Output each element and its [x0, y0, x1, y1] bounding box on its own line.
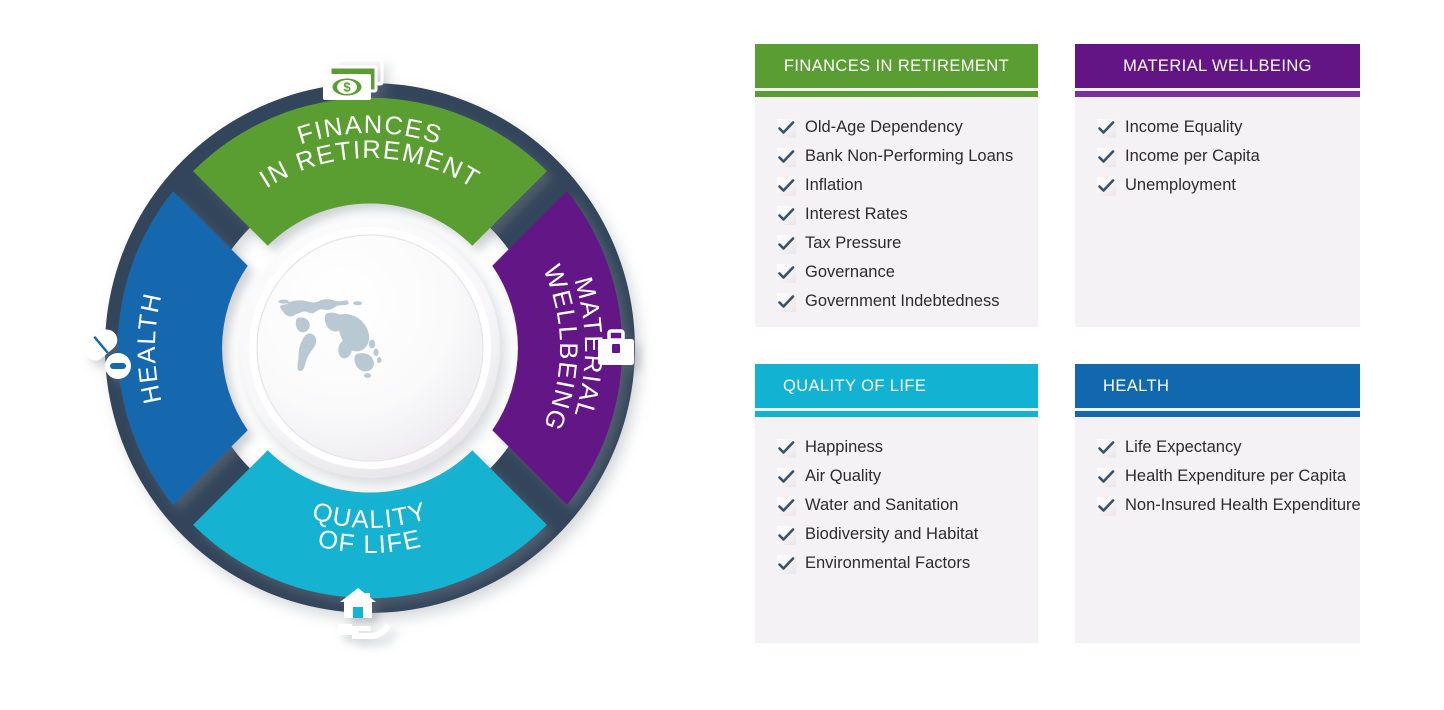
list-item-label: Income per Capita [1125, 147, 1260, 165]
check-icon [777, 264, 796, 283]
list-item-label: Governance [805, 263, 895, 281]
check-icon [1097, 148, 1116, 167]
list-item[interactable]: Governance [777, 262, 1038, 285]
list-item[interactable]: Life Expectancy [1097, 437, 1360, 460]
list-item[interactable]: Environmental Factors [777, 553, 1038, 576]
list-item-label: Health Expenditure per Capita [1125, 467, 1347, 485]
list-item[interactable]: Bank Non-Performing Loans [777, 146, 1038, 169]
card-header-finances: FINANCES IN RETIREMENT [755, 44, 1038, 88]
list-item[interactable]: Government Indebtedness [777, 291, 1038, 314]
list-item[interactable]: Income Equality [1097, 117, 1360, 140]
card-health: HEALTH Life Expectancy Health Expenditur… [1075, 364, 1361, 643]
card-list-quality: Happiness Air Quality Water and Sanitati… [755, 417, 1038, 576]
card-list-material: Income Equality Income per Capita Unempl… [1075, 97, 1360, 198]
list-item[interactable]: Air Quality [777, 466, 1038, 489]
list-item-label: Tax Pressure [805, 234, 902, 252]
check-icon [777, 526, 796, 545]
four-pillar-donut-wheel: $ FINANCES IN RETIREMENT [20, 18, 720, 678]
list-item-label: Non-Insured Health Expenditure [1125, 496, 1361, 514]
list-item-label: Old-Age Dependency [805, 118, 963, 136]
list-item-label: Air Quality [805, 467, 882, 485]
check-icon [777, 177, 796, 196]
card-finances-in-retirement: FINANCES IN RETIREMENT Old-Age Dependenc… [755, 44, 1038, 327]
card-header-quality: QUALITY OF LIFE [755, 364, 1038, 408]
world-map-icon [278, 299, 382, 378]
card-accent-quality [755, 411, 1038, 417]
list-item[interactable]: Unemployment [1097, 175, 1360, 198]
check-icon [1097, 468, 1116, 487]
check-icon [777, 148, 796, 167]
list-item[interactable]: Happiness [777, 437, 1038, 460]
list-item[interactable]: Non-Insured Health Expenditure [1097, 495, 1361, 518]
card-header-health: HEALTH [1075, 364, 1360, 408]
hand-holding-house-icon [338, 588, 391, 639]
list-item[interactable]: Water and Sanitation [777, 495, 1038, 518]
check-icon [777, 293, 796, 312]
wheel-center-hub [240, 218, 500, 478]
card-list-health: Life Expectancy Health Expenditure per C… [1075, 417, 1361, 518]
check-icon [1097, 119, 1116, 138]
wheel-segment-quality[interactable]: QUALITY OF LIFE [193, 450, 547, 639]
card-title-finances: FINANCES IN RETIREMENT [783, 56, 1010, 75]
list-item[interactable]: Inflation [777, 175, 1038, 198]
list-item-label: Biodiversity and Habitat [805, 525, 979, 543]
svg-text:$: $ [343, 80, 351, 95]
list-item-label: Unemployment [1125, 176, 1236, 194]
list-item-label: Water and Sanitation [805, 496, 959, 514]
check-icon [777, 555, 796, 574]
card-list-finances: Old-Age Dependency Bank Non-Performing L… [755, 97, 1038, 314]
card-material-wellbeing: MATERIAL WELLBEING Income Equality Incom… [1075, 44, 1360, 327]
list-item[interactable]: Old-Age Dependency [777, 117, 1038, 140]
list-item-label: Interest Rates [805, 205, 908, 223]
briefcase-icon [598, 329, 634, 365]
check-icon [1097, 439, 1116, 458]
card-title-quality: QUALITY OF LIFE [783, 376, 927, 395]
list-item[interactable]: Interest Rates [777, 204, 1038, 227]
card-quality-of-life: QUALITY OF LIFE Happiness Air Quality Wa… [755, 364, 1038, 643]
list-item-label: Bank Non-Performing Loans [805, 147, 1014, 165]
list-item-label: Income Equality [1125, 118, 1243, 136]
list-item[interactable]: Income per Capita [1097, 146, 1360, 169]
card-accent-finances [755, 91, 1038, 97]
check-icon [777, 497, 796, 516]
card-accent-health [1075, 411, 1360, 417]
card-accent-material [1075, 91, 1360, 97]
list-item[interactable]: Tax Pressure [777, 233, 1038, 256]
list-item-label: Life Expectancy [1125, 438, 1242, 456]
wheel-segment-health[interactable]: HEALTH [80, 191, 248, 505]
card-title-health: HEALTH [1103, 376, 1170, 395]
check-icon [777, 119, 796, 138]
list-item-label: Government Indebtedness [805, 292, 1000, 310]
wheel-segment-finances[interactable]: $ FINANCES IN RETIREMENT [193, 58, 547, 246]
check-icon [777, 235, 796, 254]
card-header-material: MATERIAL WELLBEING [1075, 44, 1360, 88]
banknotes-icon: $ [323, 58, 384, 100]
list-item-label: Environmental Factors [805, 554, 971, 572]
list-item[interactable]: Biodiversity and Habitat [777, 524, 1038, 547]
segment-label-health: HEALTH [133, 290, 168, 406]
check-icon [1097, 177, 1116, 196]
card-title-material: MATERIAL WELLBEING [1123, 56, 1312, 75]
list-item-label: Inflation [805, 176, 863, 194]
check-icon [777, 206, 796, 225]
list-item[interactable]: Health Expenditure per Capita [1097, 466, 1360, 489]
pills-icon [84, 329, 131, 379]
check-icon [777, 468, 796, 487]
check-icon [777, 439, 796, 458]
check-icon [1097, 497, 1116, 516]
list-item-label: Happiness [805, 438, 883, 456]
wheel-segment-material[interactable]: MATERIAL WELLBEING [492, 191, 634, 505]
